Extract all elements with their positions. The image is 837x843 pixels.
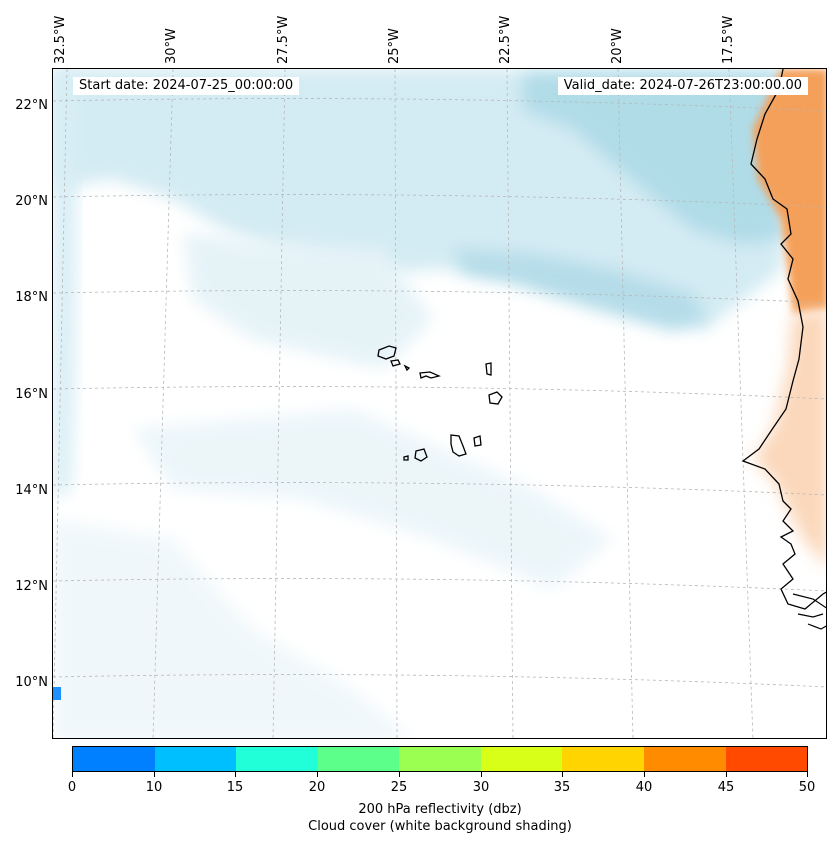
- colorbar-tick-label: 15: [226, 780, 244, 795]
- valid-date-label: Valid_date: 2024-07-26T23:00:00.00: [557, 77, 808, 95]
- cloud-core-band: [453, 249, 708, 331]
- colorbar-tick-label: 10: [145, 780, 163, 795]
- colorbar-label: 200 hPa reflectivity (dbz): [358, 802, 522, 817]
- lon-label-30w: 30°W: [164, 28, 179, 64]
- lat-label-10n: 10°N: [15, 675, 48, 690]
- cloud-wisps-south: [133, 409, 613, 589]
- colorbar-tick: [562, 772, 563, 777]
- island-fogo: [414, 448, 428, 462]
- lon-label-22-5w: 22.5°W: [498, 15, 513, 64]
- land-orange-south: [753, 309, 826, 567]
- colorbar-tick: [399, 772, 400, 777]
- lat-label-20n: 20°N: [15, 194, 48, 209]
- island-boa-vista: [488, 391, 503, 405]
- colorbar-segment: [725, 747, 808, 771]
- colorbar-tick: [807, 772, 808, 777]
- cape-verde-islands: [377, 345, 503, 462]
- colorbar-tick-label: 0: [67, 780, 77, 795]
- coastline-west-africa: [741, 69, 826, 610]
- land-shading-layer: [753, 69, 826, 567]
- colorbar-tick: [235, 772, 236, 777]
- land-orange-north: [753, 69, 826, 314]
- cloud-wisps-southwest: [53, 519, 411, 738]
- colorbar-segment: [399, 747, 481, 771]
- lat-label-18n: 18°N: [15, 290, 48, 305]
- colorbar-sublabel: Cloud cover (white background shading): [308, 819, 572, 834]
- colorbar-tick-label: 20: [308, 780, 326, 795]
- lon-label-25w: 25°W: [387, 28, 402, 64]
- colorbar-segment: [236, 747, 318, 771]
- cloud-patch-central: [183, 234, 433, 369]
- colorbar-tick-label: 50: [798, 780, 816, 795]
- colorbar-tick: [644, 772, 645, 777]
- colorbar-tick-label: 30: [472, 780, 490, 795]
- colorbar-segment: [643, 747, 726, 771]
- gridlines: [53, 69, 826, 738]
- colorbar-tick: [481, 772, 482, 777]
- reflectivity-marker: [53, 687, 61, 700]
- island-sal: [485, 362, 492, 376]
- colorbar-segment: [154, 747, 237, 771]
- lat-label-12n: 12°N: [15, 579, 48, 594]
- island-sao-vicente: [390, 359, 401, 367]
- colorbar-segment: [317, 747, 400, 771]
- lon-label-20w: 20°W: [610, 28, 625, 64]
- colorbar-tick: [154, 772, 155, 777]
- colorbar-segment: [480, 747, 563, 771]
- lat-label-22n: 22°N: [15, 98, 48, 113]
- island-brava: [403, 455, 409, 461]
- lon-label-32-5w: 32.5°W: [53, 15, 68, 64]
- colorbar-tick: [317, 772, 318, 777]
- island-santo-antao: [377, 345, 397, 360]
- lon-label-17-5w: 17.5°W: [721, 15, 736, 64]
- cloud-cover-layer: [53, 69, 783, 738]
- coastline-guinea-bissau: [792, 593, 826, 630]
- colorbar: [72, 746, 808, 772]
- colorbar-segment: [73, 747, 155, 771]
- island-santa-luzia: [403, 364, 411, 372]
- lat-label-14n: 14°N: [15, 483, 48, 498]
- colorbar-segment: [562, 747, 644, 771]
- cloud-core-northeast: [523, 74, 783, 244]
- colorbar-tick-label: 40: [635, 780, 653, 795]
- cloud-patch-west: [53, 69, 78, 499]
- island-maio: [473, 435, 482, 447]
- colorbar-tick-label: 25: [390, 780, 408, 795]
- lat-label-16n: 16°N: [15, 387, 48, 402]
- start-date-label: Start date: 2024-07-25_00:00:00: [73, 77, 300, 95]
- colorbar-tick: [726, 772, 727, 777]
- island-santiago: [450, 434, 467, 457]
- map-canvas: [53, 69, 826, 738]
- map-panel[interactable]: [52, 68, 827, 739]
- colorbar-tick-label: 45: [717, 780, 735, 795]
- lon-label-27-5w: 27.5°W: [276, 15, 291, 64]
- island-sao-nicolau: [419, 371, 441, 379]
- colorbar-tick: [72, 772, 73, 777]
- colorbar-tick-label: 35: [553, 780, 571, 795]
